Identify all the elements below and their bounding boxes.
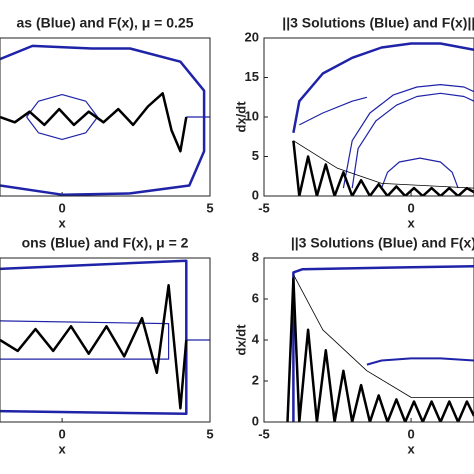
panel: ||3 Solutions (Blue) and F(x)|| witho x dx… bbox=[233, 15, 474, 230]
x-tick-label: 0 bbox=[58, 426, 65, 441]
panel: ||3 Solutions (Blue) and F(x)|| wit x dx/d… bbox=[233, 235, 474, 456]
x-tick-label: 0 bbox=[407, 200, 414, 215]
curve bbox=[292, 140, 474, 196]
y-tick-label: 0 bbox=[252, 413, 259, 428]
curve bbox=[0, 259, 188, 416]
x-axis-label: x bbox=[58, 441, 66, 456]
panel-title: as (Blue) and F(x), μ = 0.25 bbox=[16, 15, 193, 31]
x-tick-label: 5 bbox=[206, 200, 213, 215]
x-axis-label: x bbox=[407, 215, 415, 230]
curve bbox=[292, 42, 474, 134]
y-tick-label: 4 bbox=[252, 331, 260, 346]
curve bbox=[0, 284, 188, 410]
y-tick-label: 0 bbox=[252, 187, 259, 202]
curve bbox=[0, 320, 170, 360]
curve bbox=[0, 44, 206, 196]
x-axis-label: x bbox=[58, 215, 66, 230]
curve bbox=[299, 96, 368, 126]
axes-box bbox=[0, 257, 211, 423]
y-tick-label: 15 bbox=[245, 69, 259, 84]
curve bbox=[292, 264, 474, 422]
axes-box bbox=[263, 37, 474, 197]
curve bbox=[293, 274, 474, 398]
y-tick-label: 5 bbox=[252, 148, 259, 163]
y-tick-label: 10 bbox=[245, 108, 259, 123]
curve bbox=[342, 84, 474, 189]
curve bbox=[293, 140, 474, 189]
panel-title: ||3 Solutions (Blue) and F(x)|| witho bbox=[282, 15, 474, 31]
panel: as (Blue) and F(x), μ = 0.25 x0 5 bbox=[0, 15, 214, 230]
panel-title: ||3 Solutions (Blue) and F(x)|| wit bbox=[291, 235, 474, 251]
y-tick-label: 8 bbox=[252, 249, 259, 264]
y-axis-label: dx/dt bbox=[233, 324, 248, 356]
curve bbox=[286, 277, 474, 422]
curve bbox=[0, 92, 188, 153]
curve bbox=[381, 157, 459, 189]
axes-box bbox=[263, 257, 474, 423]
x-tick-label: -5 bbox=[258, 200, 270, 215]
y-tick-label: 2 bbox=[252, 372, 259, 387]
x-tick-label: -5 bbox=[258, 426, 270, 441]
x-tick-label: 0 bbox=[407, 426, 414, 441]
x-tick-label: 5 bbox=[206, 426, 213, 441]
curve bbox=[366, 357, 474, 366]
y-axis-label: dx/dt bbox=[233, 101, 248, 133]
x-axis-label: x bbox=[407, 441, 415, 456]
panel-title: ons (Blue) and F(x), μ = 2 bbox=[22, 235, 189, 251]
curve bbox=[351, 92, 474, 189]
y-tick-label: 6 bbox=[252, 290, 259, 305]
x-tick-label: 0 bbox=[58, 200, 65, 215]
y-tick-label: 20 bbox=[245, 29, 259, 44]
axes-box bbox=[0, 37, 211, 197]
panel: ons (Blue) and F(x), μ = 2 x0 5 bbox=[0, 235, 214, 456]
